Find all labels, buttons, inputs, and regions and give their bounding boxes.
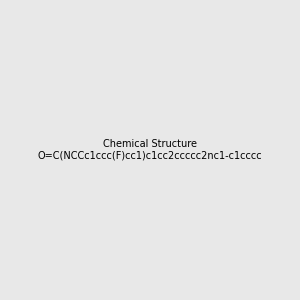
- Text: Chemical Structure
O=C(NCCc1ccc(F)cc1)c1cc2ccccc2nc1-c1cccc: Chemical Structure O=C(NCCc1ccc(F)cc1)c1…: [38, 139, 262, 161]
